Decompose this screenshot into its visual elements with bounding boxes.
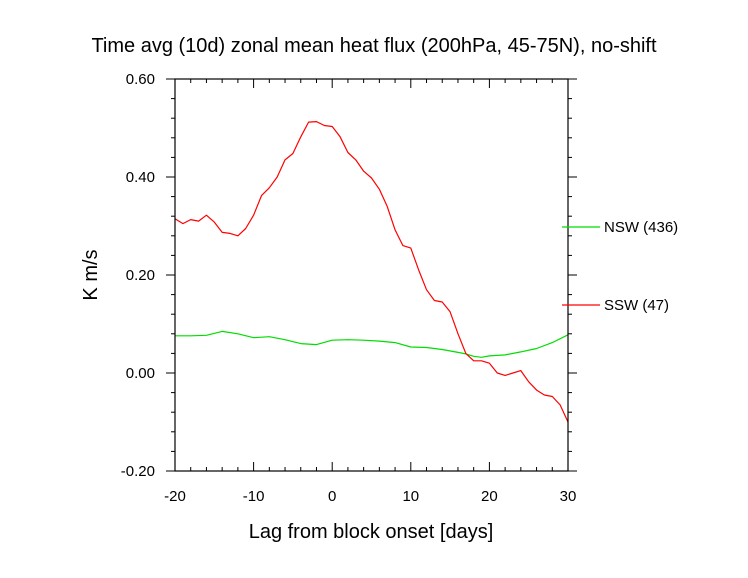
series-line-ssw	[174, 120, 569, 423]
legend-label: NSW (436)	[604, 219, 678, 236]
x-tick-label: 20	[481, 488, 498, 505]
tick-labels: -20 -10 0 10 20 30 -0.20 0.00 0.20 0.40 0.60	[121, 71, 577, 505]
chart-title: Time avg (10d) zonal mean heat flux (200…	[91, 35, 657, 57]
x-tick-label: 10	[402, 488, 419, 505]
series-lines	[174, 120, 569, 423]
y-tick-label: -0.20	[121, 463, 155, 480]
y-tick-label: 0.00	[126, 365, 155, 382]
tick-marks	[166, 78, 577, 472]
y-tick-label: 0.60	[126, 71, 155, 88]
legend-label: SSW (47)	[604, 297, 669, 314]
legend: NSW (436) SSW (47)	[562, 219, 678, 314]
y-tick-label: 0.40	[126, 169, 155, 186]
plot-frame	[174, 78, 569, 472]
x-tick-label: -10	[243, 488, 265, 505]
y-axis-label: K m/s	[80, 249, 102, 300]
x-tick-label: -20	[164, 488, 186, 505]
x-tick-label: 30	[560, 488, 577, 505]
y-tick-label: 0.20	[126, 267, 155, 284]
x-tick-label: 0	[328, 488, 336, 505]
series-line-nsw	[175, 330, 569, 358]
x-axis-label: Lag from block onset [days]	[249, 521, 494, 543]
